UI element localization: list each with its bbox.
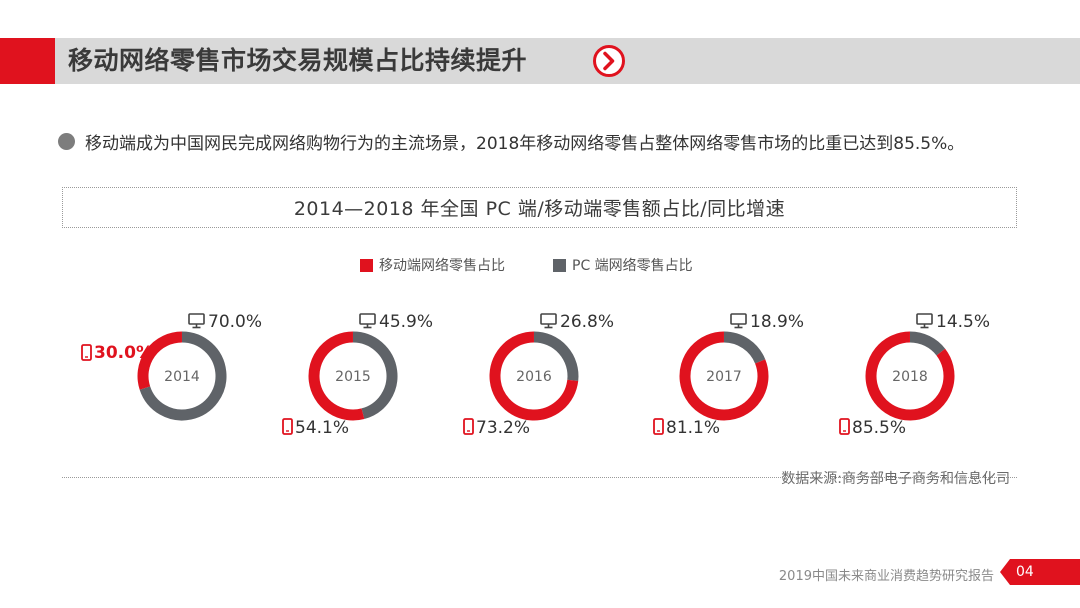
mobile-share-label: 81.1% [666,418,720,438]
mobile-share-label: 30.0% [94,343,153,363]
donut-year-label: 2015 [335,369,371,385]
monitor-icon [359,313,376,329]
chart-legend: 移动端网络零售占比 PC 端网络零售占比 [360,255,741,275]
donut-slice-pc [352,331,398,420]
report-name: 2019中国未来商业消费趋势研究报告 [778,569,994,584]
donut-2018: 2018 14.5% 85.5% [839,312,990,438]
donut-slice-pc [723,331,766,364]
legend-label-mobile: 移动端网络零售占比 [379,258,505,274]
pc-share-label: 14.5% [936,312,990,332]
donut-chart-row: 2014 70.0% 30.0% 2015 45.9% 54.1% 2016 26.8% 73.… [81,312,990,438]
donut-slice-pc [139,331,227,421]
mobile-phone-icon [81,344,92,361]
donut-2014: 2014 70.0% 30.0% [81,312,262,421]
legend-label-pc: PC 端网络零售占比 [572,258,693,274]
source-divider [62,477,1017,478]
summary-text: 移动端成为中国网民完成网络购物行为的主流场景，2018年移动网络零售占整体网络零… [85,133,965,154]
summary-line: 移动端成为中国网民完成网络购物行为的主流场景，2018年移动网络零售占整体网络零… [58,126,964,156]
page-title: 移动网络零售市场交易规模占比持续提升 [68,46,528,75]
mobile-phone-icon [653,418,664,435]
donut-2017: 2017 18.9% 81.1% [653,312,804,438]
pc-share-label: 18.9% [750,312,804,332]
donut-slice-pc [909,331,946,356]
monitor-icon [540,313,557,329]
legend-swatch-pc [553,258,566,272]
monitor-icon [916,313,933,329]
bullet-icon [58,132,75,150]
arrow-right-circle-icon [593,45,625,77]
donut-slice-mobile [865,331,955,421]
pc-share-label: 70.0% [208,312,262,332]
legend-item-mobile: 移动端网络零售占比 [360,255,505,275]
page-number-tab [1000,559,1080,585]
monitor-icon [730,313,747,329]
pc-share-label: 45.9% [379,312,433,332]
donut-year-label: 2017 [706,369,742,385]
page-number: 04 [1016,564,1034,580]
legend-item-pc: PC 端网络零售占比 [553,255,693,275]
donut-year-label: 2016 [516,369,552,385]
mobile-phone-icon [282,418,293,435]
donut-slice-mobile [679,331,769,421]
chart-title-box: 2014—2018 年全国 PC 端/移动端零售额占比/同比增速 [62,187,1017,228]
donut-2015: 2015 45.9% 54.1% [282,312,433,438]
mobile-share-label: 54.1% [295,418,349,438]
donut-slice-mobile [308,331,365,421]
data-source: 数据来源:商务部电子商务和信息化司 [781,471,1010,487]
header-bar: 移动网络零售市场交易规模占比持续提升 [0,38,1080,84]
legend-swatch-mobile [360,258,373,272]
donut-slice-mobile [489,331,579,421]
donut-slice-mobile [137,331,183,390]
donut-2016: 2016 26.8% 73.2% [463,312,614,438]
donut-slice-pc [533,331,579,382]
monitor-icon [188,313,205,329]
donut-year-label: 2018 [892,369,928,385]
mobile-share-label: 73.2% [476,418,530,438]
header-accent-block [0,38,55,84]
mobile-phone-icon [463,418,474,435]
chart-title: 2014—2018 年全国 PC 端/移动端零售额占比/同比增速 [293,198,786,220]
mobile-phone-icon [839,418,850,435]
pc-share-label: 26.8% [560,312,614,332]
donut-year-label: 2014 [164,369,200,385]
mobile-share-label: 85.5% [852,418,906,438]
